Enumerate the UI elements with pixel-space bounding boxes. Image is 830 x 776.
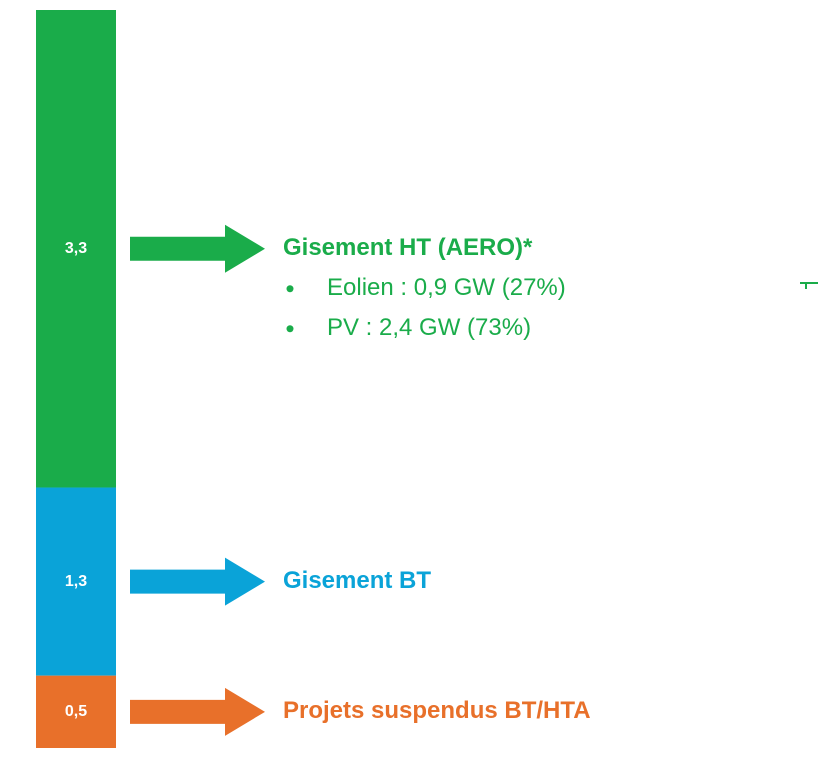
value-label: 1,3 (65, 573, 87, 590)
side-connector (800, 282, 818, 289)
arrow (130, 224, 265, 273)
series-label: Gisement HT (AERO)* (283, 234, 533, 261)
value-label: 3,3 (65, 240, 87, 257)
arrow (130, 557, 265, 606)
bullet (286, 325, 294, 333)
arrow (130, 687, 265, 736)
series-label: Gisement BT (283, 567, 431, 594)
series-label: Projets suspendus BT/HTA (283, 697, 591, 724)
bullet (286, 285, 294, 293)
value-label: 0,5 (65, 703, 87, 720)
bar-segment (36, 487, 116, 676)
detail-text: PV : 2,4 GW (73%) (327, 314, 531, 341)
bar-segment (36, 675, 116, 748)
detail-text: Eolien : 0,9 GW (27%) (327, 274, 566, 301)
bar-segment (36, 10, 116, 488)
